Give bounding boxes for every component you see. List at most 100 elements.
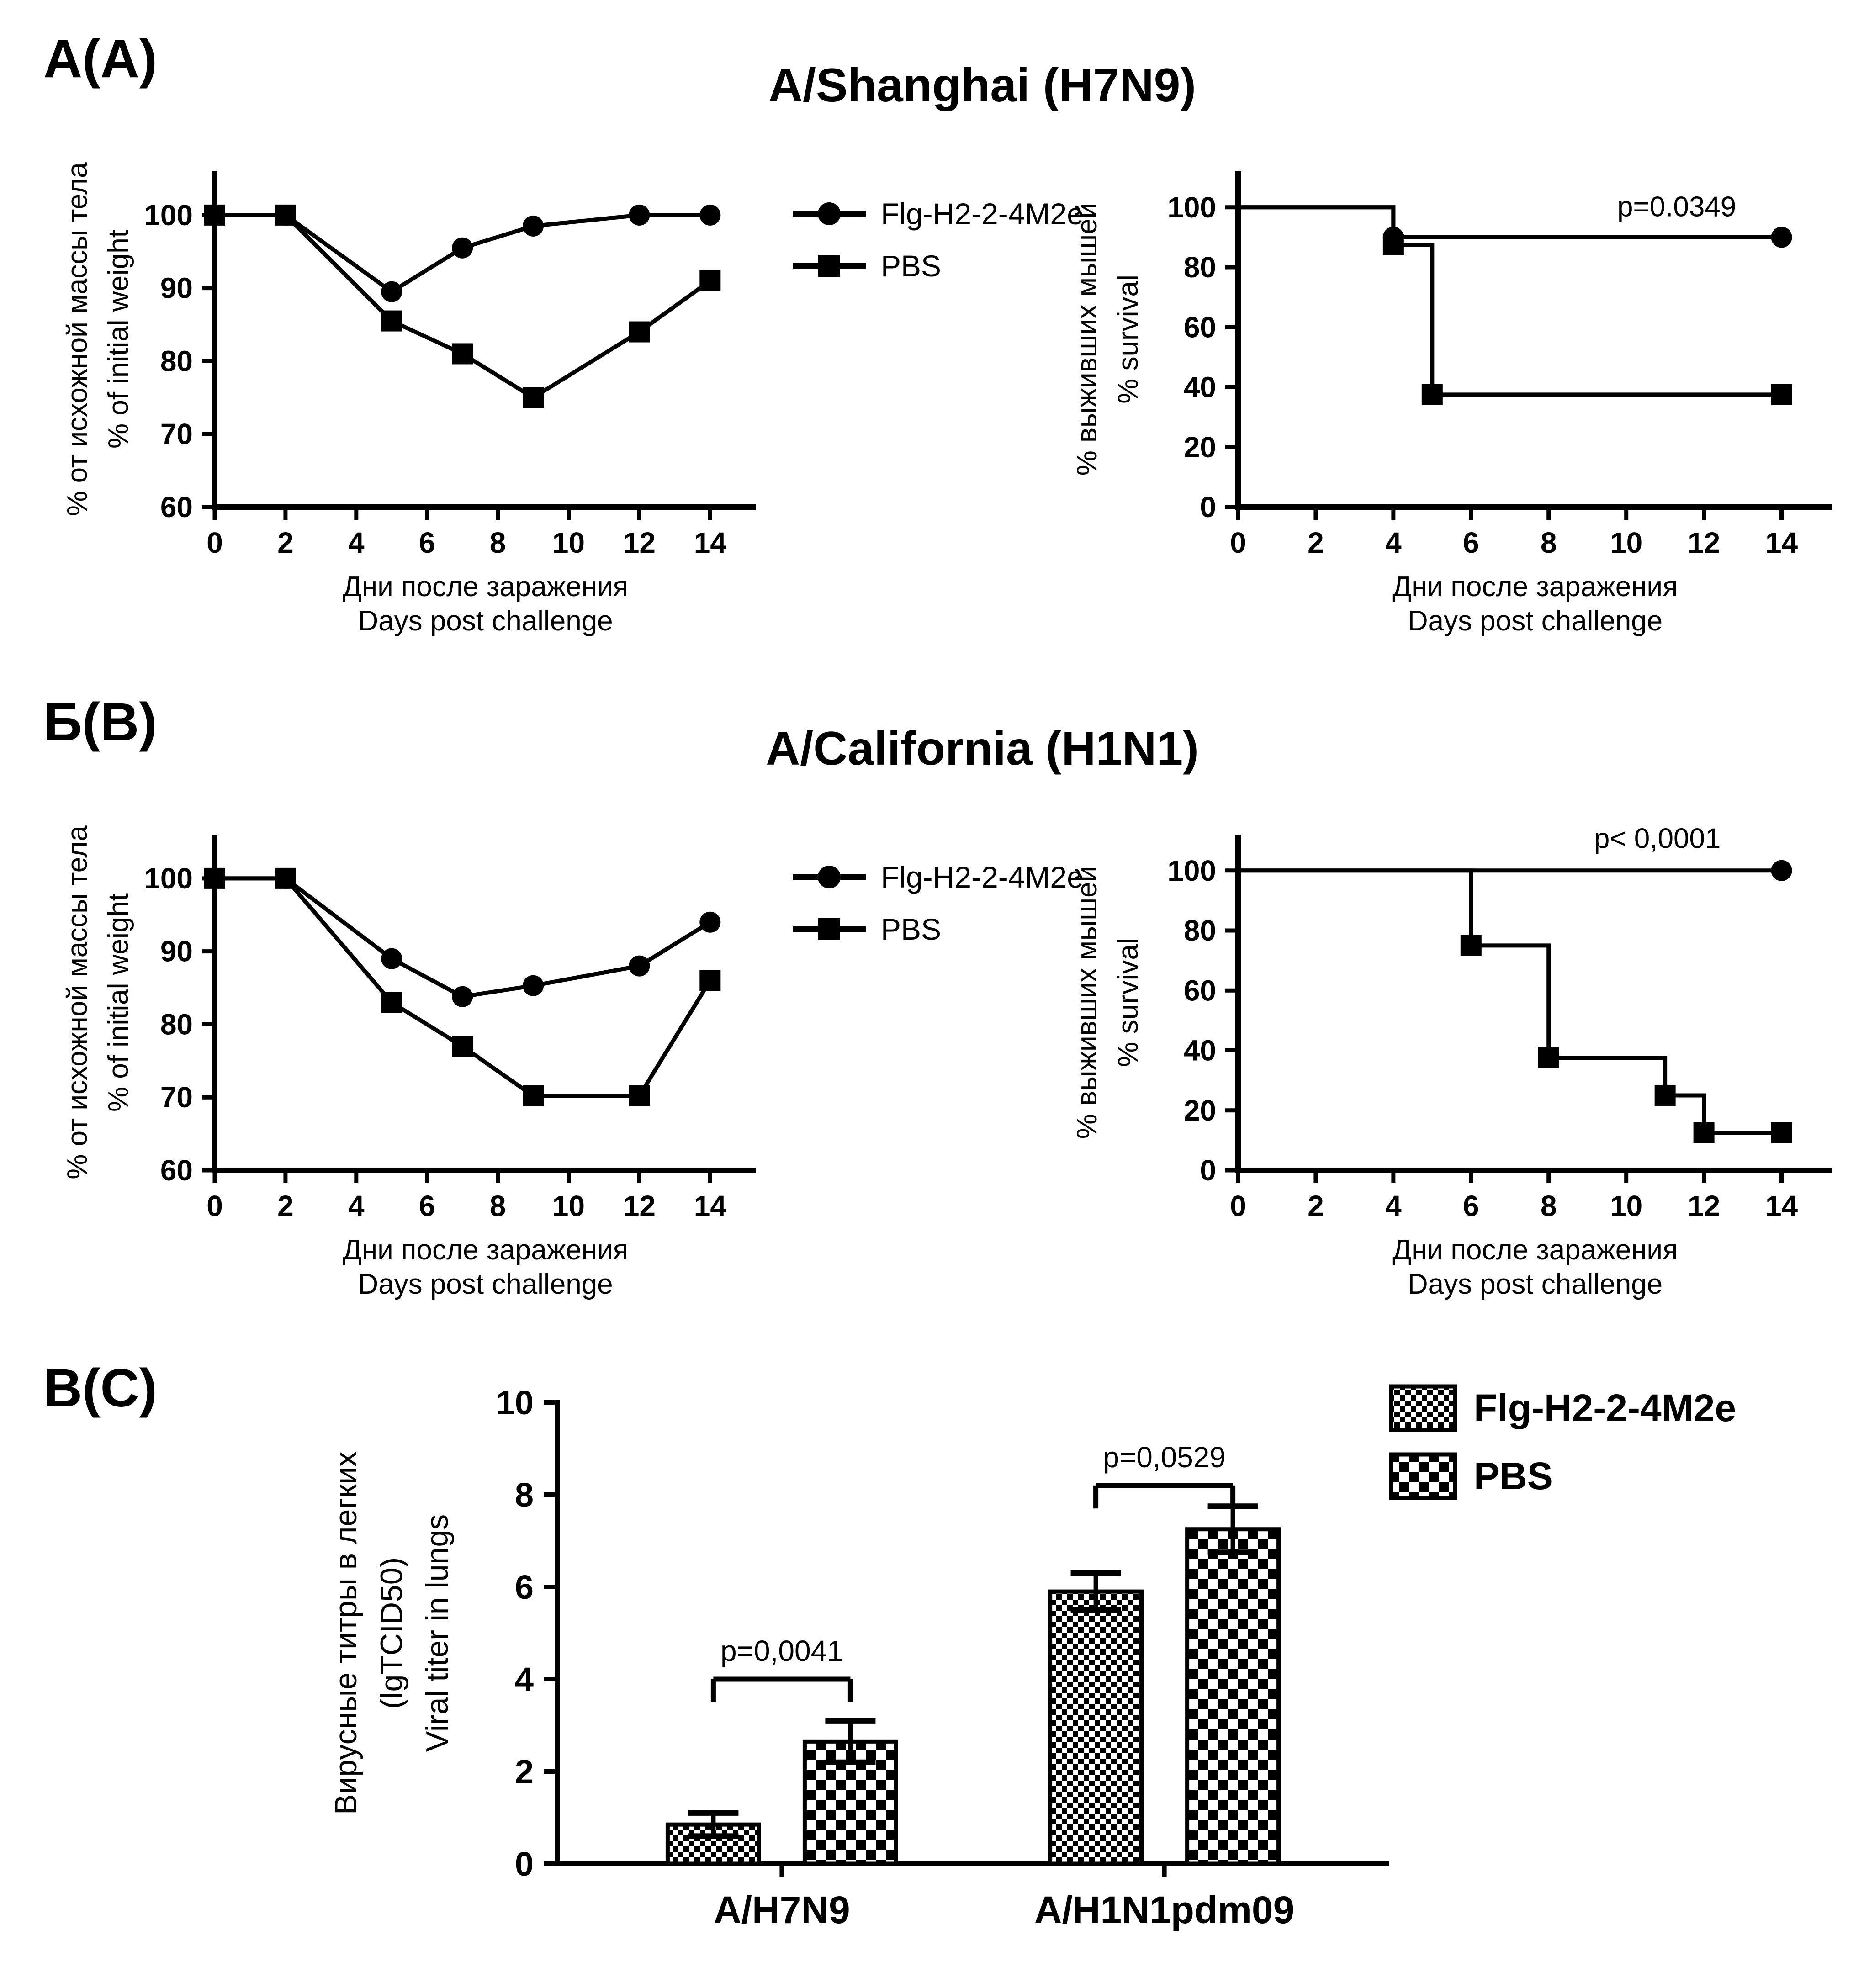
svg-text:60: 60 [160, 1154, 193, 1187]
svg-text:6: 6 [419, 1190, 435, 1222]
legend-label: Flg-H2-2-4M2e [881, 860, 1084, 894]
svg-text:6: 6 [419, 526, 435, 559]
svg-text:p=0,0041: p=0,0041 [720, 1634, 843, 1667]
svg-text:10: 10 [552, 1190, 585, 1222]
svg-text:80: 80 [160, 1008, 193, 1041]
svg-text:14: 14 [694, 526, 727, 559]
svg-text:Дни после заражения: Дни после заражения [343, 1234, 628, 1266]
svg-text:8: 8 [490, 1190, 506, 1222]
svg-text:% survival: % survival [1112, 275, 1144, 404]
svg-text:70: 70 [160, 418, 193, 450]
svg-text:p< 0,0001: p< 0,0001 [1594, 823, 1721, 855]
svg-text:% от исхожной массы тела: % от исхожной массы тела [62, 825, 93, 1179]
svg-text:A/H7N9: A/H7N9 [714, 1888, 850, 1931]
svg-text:Days post challenge: Days post challenge [1408, 605, 1663, 637]
square-marker-icon [793, 255, 866, 277]
panel-c-label: В(C) [43, 1358, 158, 1418]
bar-a/h1n1pdm09-flg-h2-2-4m2e [1048, 1589, 1144, 1866]
svg-text:14: 14 [1765, 1190, 1798, 1222]
svg-text:4: 4 [515, 1660, 534, 1698]
svg-text:4: 4 [1385, 1190, 1402, 1222]
svg-text:% от исхожной массы тела: % от исхожной массы тела [62, 162, 93, 516]
svg-text:Days post challenge: Days post challenge [358, 1269, 613, 1300]
svg-text:2: 2 [1308, 526, 1324, 559]
svg-text:90: 90 [160, 272, 193, 305]
svg-text:100: 100 [144, 199, 193, 232]
svg-text:10: 10 [1610, 526, 1642, 559]
circle-marker-icon [793, 202, 866, 225]
series-line-flg-h2-2-4m2e [215, 876, 711, 999]
svg-text:0: 0 [207, 526, 223, 559]
svg-text:20: 20 [1184, 431, 1216, 464]
svg-text:14: 14 [694, 1190, 727, 1222]
svg-text:% выживших мышей: % выживших мышей [1071, 203, 1103, 476]
series-line-pbs [1238, 868, 1782, 1135]
legend-panel-c: Flg-H2-2-4M2e PBS [1389, 1384, 1736, 1500]
legend-label: Flg-H2-2-4M2e [1474, 1386, 1737, 1429]
legend-label: Flg-H2-2-4M2e [881, 197, 1084, 231]
svg-text:6: 6 [1463, 526, 1479, 559]
svg-text:% of initial weight: % of initial weight [103, 230, 134, 449]
survival-chart-shanghai-h7n9: 0 20 40 60 80 100 0 2 4 6 8 10 12 14 Дни после заражен… [1071, 171, 1832, 637]
svg-text:0: 0 [1200, 1154, 1216, 1187]
svg-text:12: 12 [623, 1190, 656, 1222]
svg-text:12: 12 [623, 526, 656, 559]
svg-text:Дни после заражения: Дни после заражения [1392, 571, 1678, 603]
svg-text:% of initial weight: % of initial weight [103, 893, 134, 1112]
legend-item-flg-h2-2-4m2e: Flg-H2-2-4M2e [790, 860, 1084, 894]
svg-text:Viral titer in lungs: Viral titer in lungs [420, 1514, 455, 1752]
svg-text:80: 80 [1184, 251, 1216, 284]
bar-a/h1n1pdm09-pbs [1185, 1527, 1281, 1866]
svg-text:4: 4 [1385, 526, 1402, 559]
svg-text:10: 10 [1610, 1190, 1642, 1222]
svg-text:100: 100 [1167, 854, 1216, 887]
svg-text:p=0,0529: p=0,0529 [1103, 1441, 1226, 1474]
legend-item-pbs: PBS [1389, 1452, 1736, 1500]
svg-text:40: 40 [1184, 1034, 1216, 1067]
svg-text:p=0.0349: p=0.0349 [1617, 191, 1736, 222]
svg-text:2: 2 [1308, 1190, 1324, 1222]
panel-b-title: A/California (H1N1) [766, 722, 1199, 775]
legend-label: PBS [881, 249, 942, 283]
svg-text:0: 0 [1230, 1190, 1246, 1222]
svg-text:% survival: % survival [1112, 938, 1144, 1067]
svg-text:8: 8 [1541, 526, 1557, 559]
weight-chart-shanghai-h7n9: 60 70 80 90 100 0 2 4 6 8 10 12 14 Дни после заражени… [62, 162, 756, 637]
checker-fine-swatch-icon [1389, 1384, 1457, 1432]
weight-chart-california-h1n1: 60 70 80 90 100 0 2 4 6 8 10 12 14 Дни после заражени… [62, 825, 756, 1300]
legend-item-pbs: PBS [790, 912, 1084, 946]
legend-label: PBS [1474, 1454, 1553, 1497]
svg-text:60: 60 [1184, 974, 1216, 1007]
svg-text:12: 12 [1688, 526, 1720, 559]
legend-panel-b: Flg-H2-2-4M2e PBS [790, 860, 1084, 946]
legend-panel-a: Flg-H2-2-4M2e PBS [790, 196, 1084, 283]
svg-text:80: 80 [1184, 914, 1216, 947]
checker-coarse-swatch-icon [1389, 1452, 1457, 1500]
svg-text:0: 0 [515, 1845, 534, 1883]
svg-text:100: 100 [1167, 191, 1216, 224]
svg-text:Days post challenge: Days post challenge [358, 605, 613, 637]
square-marker-icon [793, 918, 866, 940]
svg-text:4: 4 [348, 1190, 365, 1222]
svg-text:2: 2 [277, 1190, 294, 1222]
svg-text:Вирусные титры в легких: Вирусные титры в легких [328, 1451, 363, 1815]
svg-text:Days post challenge: Days post challenge [1408, 1269, 1663, 1300]
svg-text:70: 70 [160, 1081, 193, 1114]
circle-marker-icon [793, 866, 866, 888]
series-line-pbs [1238, 205, 1782, 397]
svg-text:14: 14 [1765, 526, 1798, 559]
panel-b-label: Б(B) [43, 692, 157, 752]
svg-text:10: 10 [552, 526, 585, 559]
legend-item-pbs: PBS [790, 248, 1084, 283]
legend-label: PBS [881, 912, 942, 946]
svg-text:2: 2 [515, 1753, 534, 1791]
svg-text:A/H1N1pdm09: A/H1N1pdm09 [1034, 1888, 1295, 1931]
svg-text:0: 0 [1200, 491, 1216, 523]
svg-text:2: 2 [277, 526, 294, 559]
svg-text:10: 10 [496, 1384, 534, 1422]
svg-text:Дни после заражения: Дни после заражения [343, 571, 628, 603]
svg-text:20: 20 [1184, 1094, 1216, 1127]
svg-text:90: 90 [160, 935, 193, 968]
svg-text:0: 0 [1230, 526, 1246, 559]
legend-item-flg-h2-2-4m2e: Flg-H2-2-4M2e [790, 196, 1084, 231]
